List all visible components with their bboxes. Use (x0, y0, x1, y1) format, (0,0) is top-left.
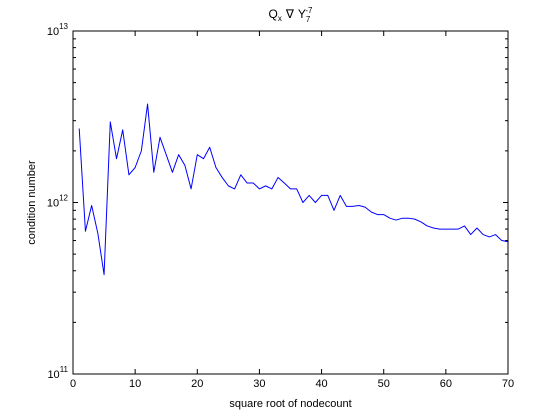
y-tick-label-base: 10 (47, 26, 59, 38)
series-layer (78, 103, 509, 276)
title-y-sup: -7 (305, 6, 313, 15)
title-nabla: ∇ (285, 7, 295, 21)
plot-area (73, 31, 508, 374)
y-tick-label-base: 10 (47, 198, 59, 210)
y-tick-label-exponent: 11 (60, 365, 69, 374)
y-tick-label-exponent: 12 (59, 194, 68, 203)
x-tick-label: 40 (315, 378, 327, 390)
x-axis-label: square root of nodecount (229, 398, 351, 410)
x-tick-label: 10 (129, 378, 141, 390)
title-base-sub: x (278, 14, 282, 23)
title-y-sub: 7 (306, 15, 311, 24)
x-tick-label: 60 (440, 378, 452, 390)
y-axis-label: condition number (26, 160, 38, 245)
x-tick-label: 70 (502, 378, 514, 390)
x-tick-label: 0 (70, 378, 76, 390)
title-base: Q (269, 7, 278, 21)
x-tick-label: 50 (378, 378, 390, 390)
y-tick-label-exponent: 13 (59, 22, 68, 31)
y-tick-label: 1013 (47, 22, 69, 38)
y-tick-label-base: 10 (47, 369, 59, 381)
y-tick-label: 1011 (47, 365, 68, 381)
chart-title: Qx ∇ Y7-7 (269, 6, 314, 24)
x-tick-label: 30 (253, 378, 265, 390)
x-tick-label: 20 (191, 378, 203, 390)
series-line (78, 103, 509, 276)
y-tick-label: 1012 (47, 194, 69, 210)
plot-frame (72, 30, 509, 375)
title-y: Y (298, 7, 306, 21)
